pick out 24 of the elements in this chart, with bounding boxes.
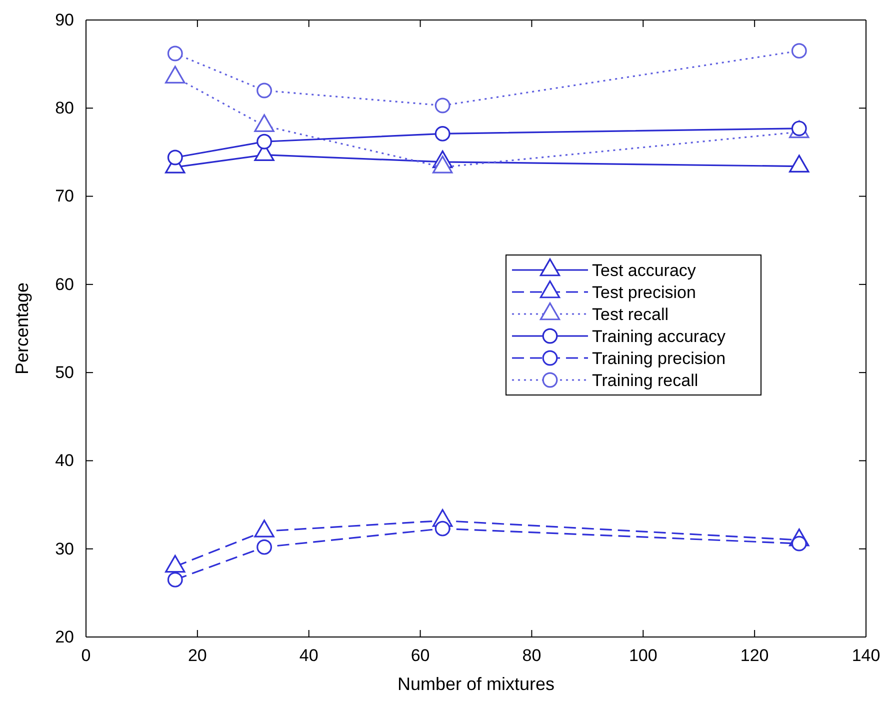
legend-label: Test recall — [592, 305, 669, 324]
legend-label: Test precision — [592, 283, 696, 302]
y-tick-label: 80 — [55, 98, 74, 118]
x-tick-label: 80 — [522, 646, 542, 666]
y-axis-title: Percentage — [12, 282, 32, 375]
y-tick-label: 50 — [55, 363, 74, 382]
y-tick-label: 60 — [55, 274, 74, 294]
y-tick-label: 20 — [55, 627, 74, 646]
x-axis-title: Number of mixtures — [397, 674, 555, 694]
y-tick-label: 90 — [55, 10, 74, 30]
x-tick-label: 20 — [188, 646, 207, 666]
y-tick-label: 40 — [55, 451, 74, 470]
y-tick-label: 70 — [55, 186, 74, 206]
legend-label: Training precision — [592, 349, 726, 368]
x-tick-label: 120 — [740, 646, 769, 666]
y-tick-label: 30 — [55, 539, 74, 558]
x-tick-label: 60 — [410, 646, 430, 666]
legend-label: Training recall — [592, 371, 698, 390]
x-tick-label: 140 — [852, 646, 880, 666]
legend-label: Training accuracy — [592, 327, 726, 346]
x-tick-label: 40 — [299, 646, 318, 666]
x-tick-label: 0 — [81, 646, 91, 666]
legend-label: Test accuracy — [592, 261, 696, 280]
x-tick-label: 100 — [628, 646, 658, 666]
